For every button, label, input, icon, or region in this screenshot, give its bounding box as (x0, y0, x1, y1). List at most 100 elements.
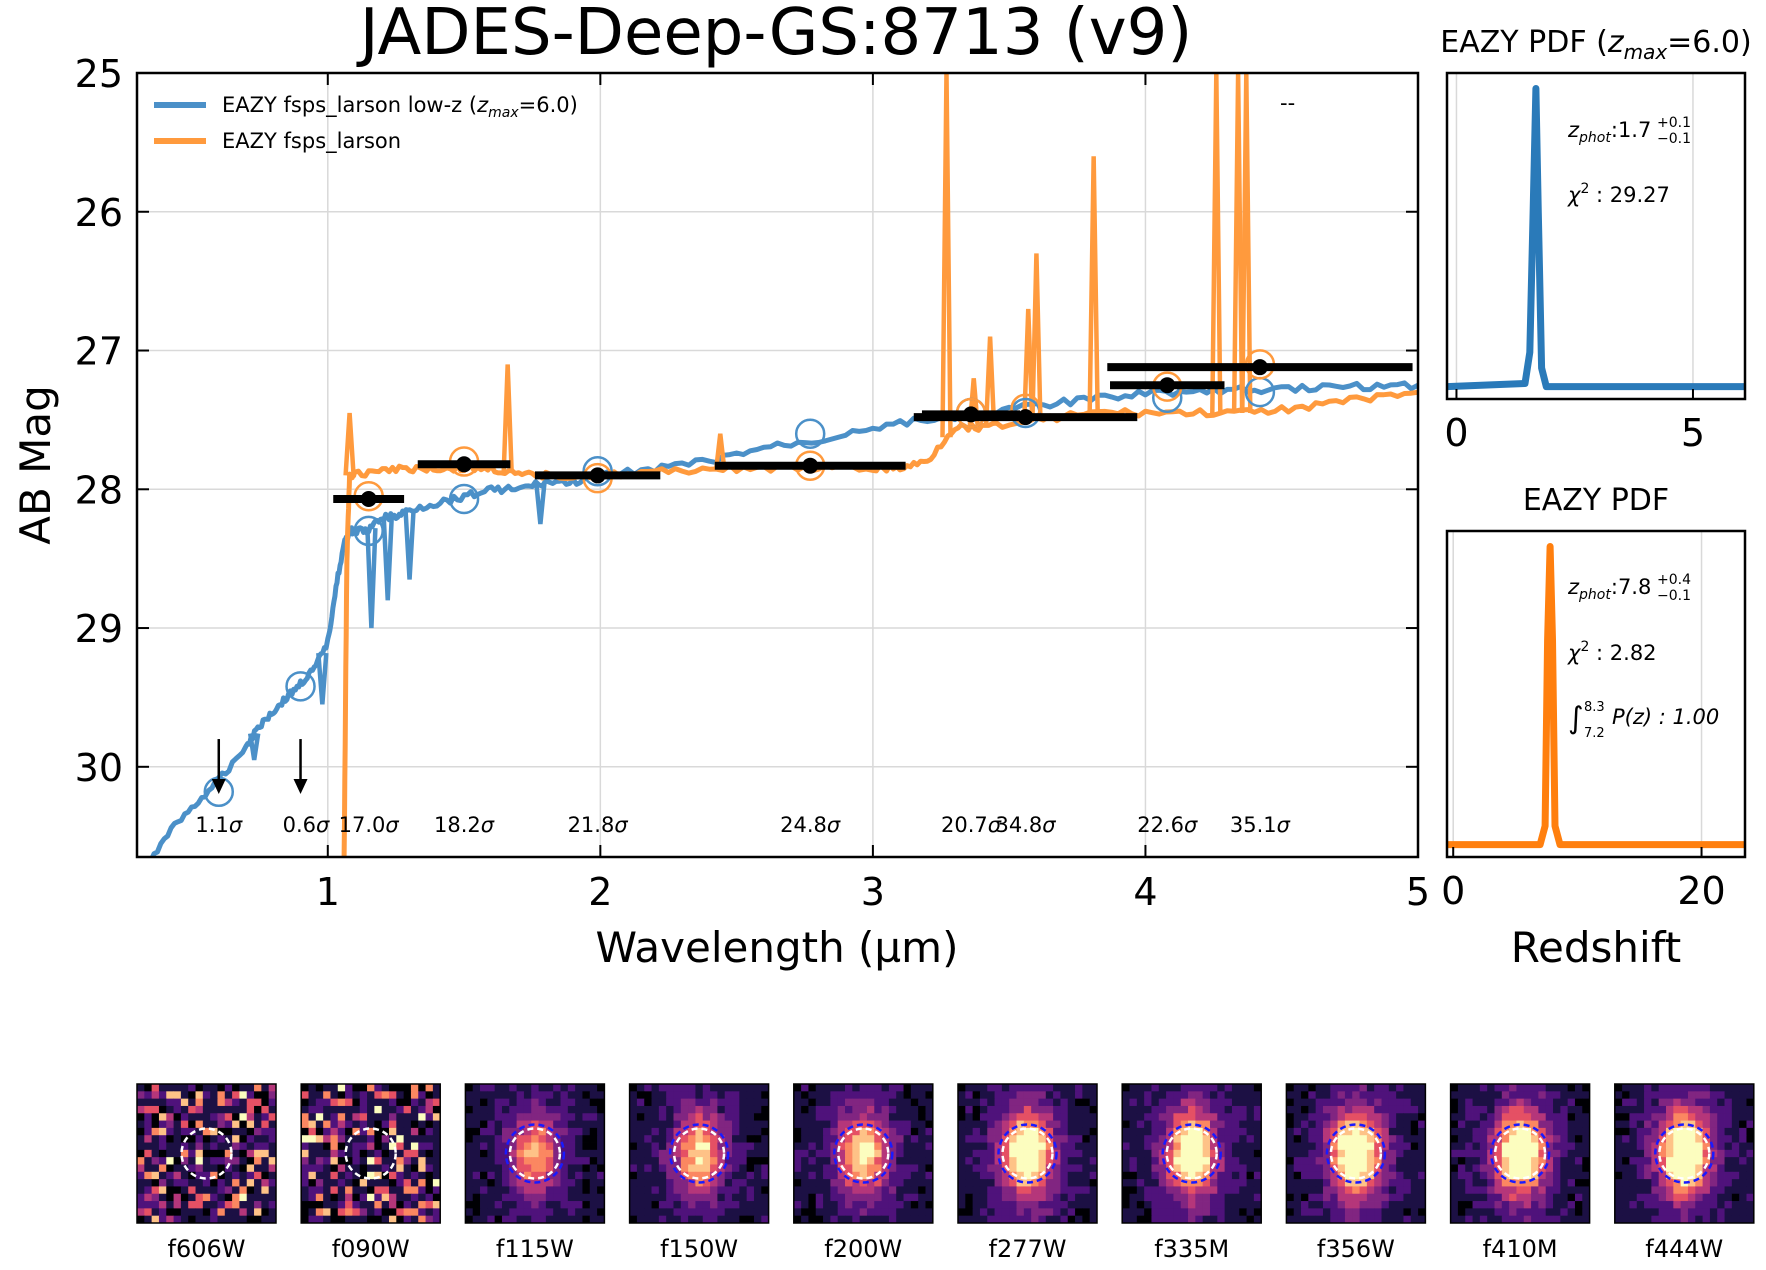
stamp-pixel (381, 1091, 390, 1100)
stamp-pixel (1246, 1127, 1255, 1136)
stamp-pixel (396, 1120, 405, 1129)
stamp-pixel (553, 1127, 561, 1136)
stamp-pixel (352, 1105, 361, 1114)
stamp-pixel (1418, 1127, 1426, 1136)
stamp-pixel (1001, 1142, 1010, 1151)
stamp-pixel (232, 1120, 240, 1129)
stamp-pixel (1301, 1135, 1309, 1143)
stamp-aperture-white (837, 1127, 890, 1180)
stamp-pixel (1582, 1113, 1590, 1121)
stamp-pixel (808, 1201, 817, 1209)
stamp-pixel (158, 1186, 167, 1195)
stamp-pixel (746, 1215, 755, 1224)
stamp-pixel (1301, 1105, 1309, 1114)
stamp-pixel (1680, 1127, 1689, 1136)
stamp-pixel (852, 1142, 861, 1151)
stamp-pixel (465, 1208, 474, 1217)
stamp-pixel (1038, 1164, 1047, 1173)
stamp-pixel (1180, 1171, 1189, 1180)
stamp-pixel (239, 1171, 248, 1180)
stamp-pixel (1717, 1171, 1725, 1180)
stamp-pixel (575, 1091, 583, 1100)
stamp-pixel (1567, 1186, 1576, 1195)
stamp-pixel (1695, 1127, 1703, 1136)
stamp-pixel (903, 1113, 912, 1121)
stamp-pixel (874, 1186, 882, 1195)
stamp-pixel (1746, 1135, 1755, 1143)
stamp-pixel (644, 1193, 652, 1202)
stamp-pixel (1582, 1171, 1590, 1180)
stamp-pixel (582, 1091, 591, 1100)
stamp-pixel (1516, 1208, 1525, 1217)
stamp-pixel (717, 1127, 726, 1136)
stamp-pixel (1195, 1193, 1204, 1202)
stamp-pixel (702, 1164, 711, 1173)
stamp-pixel (732, 1105, 740, 1114)
stamp-pixel (1651, 1127, 1660, 1136)
stamp-pixel (268, 1208, 277, 1217)
stamp-pixel (589, 1157, 598, 1165)
stamp-pixel (301, 1164, 309, 1173)
stamp-pixel (965, 1098, 974, 1107)
stamp-pixel (1418, 1098, 1426, 1107)
stamp-pixel (1553, 1105, 1561, 1114)
stamp-pixel (651, 1171, 660, 1180)
stamp-pixel (808, 1091, 817, 1100)
stamp-pixel (589, 1105, 598, 1114)
stamp-pixel (480, 1193, 488, 1202)
stamp-pixel (1129, 1171, 1138, 1180)
stamp-pixel (994, 1084, 1003, 1092)
stamp-pixel (1337, 1215, 1346, 1224)
stamp-pixel (1724, 1157, 1733, 1165)
stamp-pixel (432, 1164, 441, 1173)
stamp-pixel (1202, 1091, 1211, 1100)
stamp-pixel (1731, 1127, 1740, 1136)
stamp-pixel (330, 1149, 339, 1158)
stamp-pixel (1418, 1193, 1426, 1202)
stamp-pixel (837, 1171, 846, 1180)
stamp-pixel (1531, 1127, 1539, 1136)
stamp-pixel (232, 1171, 240, 1180)
stamp-pixel (516, 1208, 525, 1217)
stamp-pixel (582, 1142, 591, 1151)
best-line-feature (1030, 253, 1043, 420)
stamp-pixel (388, 1091, 397, 1100)
stamp-pixel (1531, 1113, 1539, 1121)
stamp-pixel (137, 1098, 145, 1107)
stamp-pixel (1337, 1091, 1346, 1100)
stamp-pixel (195, 1105, 204, 1114)
stamp-pixel (1082, 1193, 1091, 1202)
stamp-pixel (680, 1120, 689, 1129)
photometry-point (360, 490, 377, 507)
stamp-pixel (925, 1113, 934, 1121)
stamp-pixel (987, 1171, 995, 1180)
stamp-pixel (1301, 1084, 1309, 1092)
stamp-pixel (597, 1098, 605, 1107)
stamp-pixel (1687, 1164, 1696, 1173)
stamp-pixel (531, 1149, 539, 1158)
stamp-pixel (651, 1215, 660, 1224)
stamp-pixel (1666, 1084, 1674, 1092)
stamp-pixel (388, 1135, 397, 1143)
stamp-pixel (352, 1113, 361, 1121)
stamp-pixel (680, 1142, 689, 1151)
stamp-pixel (1644, 1193, 1652, 1202)
stamp-pixel (180, 1113, 189, 1121)
stamp-pixel (1614, 1098, 1623, 1107)
stamp-pixel (1089, 1105, 1098, 1114)
stamp-pixel (1180, 1127, 1189, 1136)
stamp-pixel (1301, 1201, 1309, 1209)
stamp-pixel (1366, 1113, 1375, 1121)
stamp-pixel (432, 1157, 441, 1165)
stamp-pixel (965, 1091, 974, 1100)
stamp-pixel (315, 1179, 324, 1187)
stamp-pixel (1523, 1186, 1532, 1195)
stamp-pixel (188, 1215, 196, 1224)
stamp-pixel (1180, 1193, 1189, 1202)
stamp-pixel (859, 1142, 868, 1151)
stamp-pixel (1344, 1113, 1353, 1121)
stamp-pixel (545, 1149, 554, 1158)
stamp-pixel (1374, 1149, 1382, 1158)
stamp-pixel (553, 1135, 561, 1143)
stamp-pixel (1531, 1142, 1539, 1151)
